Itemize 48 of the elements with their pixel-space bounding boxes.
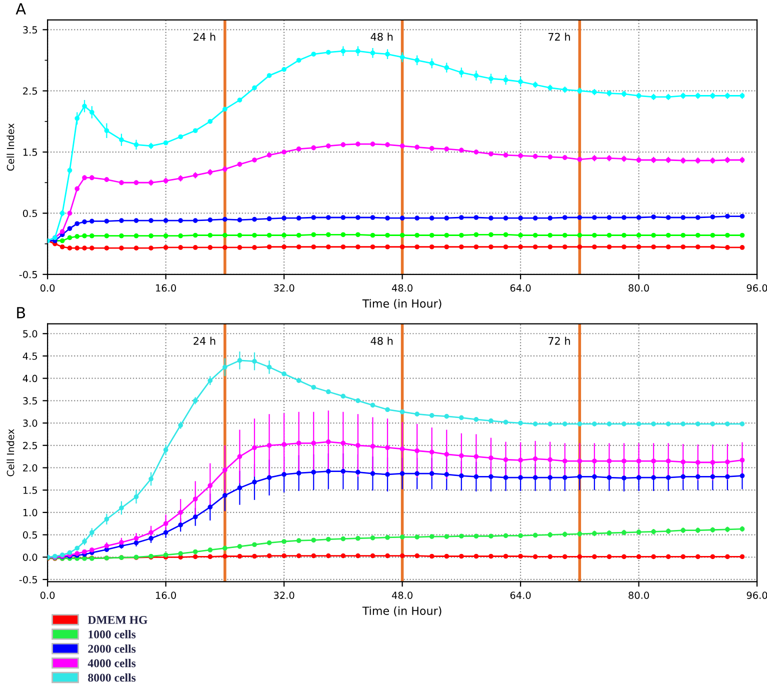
legend-label: 2000 cells: [88, 644, 136, 653]
y-axis-title: Cell Index: [6, 429, 14, 476]
ref-line-label: 24 h: [194, 32, 216, 41]
legend-label: DMEM HG: [88, 616, 148, 624]
y-tick-label: 5.0: [23, 330, 38, 338]
ref-line-label: 24 h: [194, 336, 216, 345]
x-tick-label: 96.0: [746, 592, 767, 599]
x-tick-label: 80.0: [628, 592, 649, 599]
y-tick-label: -0.5: [19, 576, 37, 584]
y-tick-label: 2.5: [23, 442, 37, 450]
ref-line-label: 48 h: [370, 336, 393, 345]
x-tick-label: 64.0: [510, 284, 531, 292]
x-tick-label: 32.0: [274, 592, 294, 599]
ref-line-label: 48 h: [370, 32, 393, 41]
y-tick-label: 3.5: [23, 26, 37, 34]
x-tick-label: 80.0: [628, 284, 649, 292]
x-axis-title: Time (in Hour): [362, 299, 442, 309]
chart-title: A: [16, 3, 26, 14]
y-tick-label: 1.0: [23, 508, 38, 516]
x-tick-label: 0.0: [40, 284, 55, 292]
x-tick-label: 32.0: [274, 284, 294, 292]
x-tick-label: 96.0: [746, 284, 767, 292]
y-tick-label: 0.0: [23, 554, 38, 561]
legend-label: 4000 cells: [88, 658, 136, 668]
x-tick-label: 16.0: [156, 284, 176, 292]
y-tick-label: 0.5: [23, 531, 37, 539]
y-tick-label: 3.0: [23, 420, 38, 427]
y-tick-label: 3.5: [23, 397, 37, 405]
y-tick-label: 4.0: [22, 374, 38, 382]
y-tick-label: 2.5: [23, 87, 37, 95]
chart-title: B: [17, 307, 26, 318]
legend-label: 1000 cells: [88, 630, 136, 638]
y-tick-label: 0.5: [23, 210, 37, 218]
x-tick-label: 0.0: [40, 592, 55, 599]
x-axis-title: Time (in Hour): [362, 606, 442, 616]
x-tick-label: 48.0: [392, 284, 412, 292]
y-tick-label: 1.5: [23, 148, 37, 156]
y-tick-label: 2.0: [23, 464, 38, 472]
legend-label: 8000 cells: [88, 673, 136, 682]
ref-line-label: 72 h: [548, 336, 570, 345]
x-tick-label: 16.0: [156, 592, 176, 599]
y-axis-title: Cell Index: [6, 123, 14, 171]
y-tick-label: 1.5: [23, 486, 37, 494]
x-tick-label: 48.0: [392, 592, 412, 599]
x-tick-label: 64.0: [510, 592, 531, 599]
ref-line-label: 72 h: [548, 32, 570, 41]
y-tick-label: 4.5: [22, 352, 37, 360]
y-tick-label: -0.5: [19, 270, 37, 278]
